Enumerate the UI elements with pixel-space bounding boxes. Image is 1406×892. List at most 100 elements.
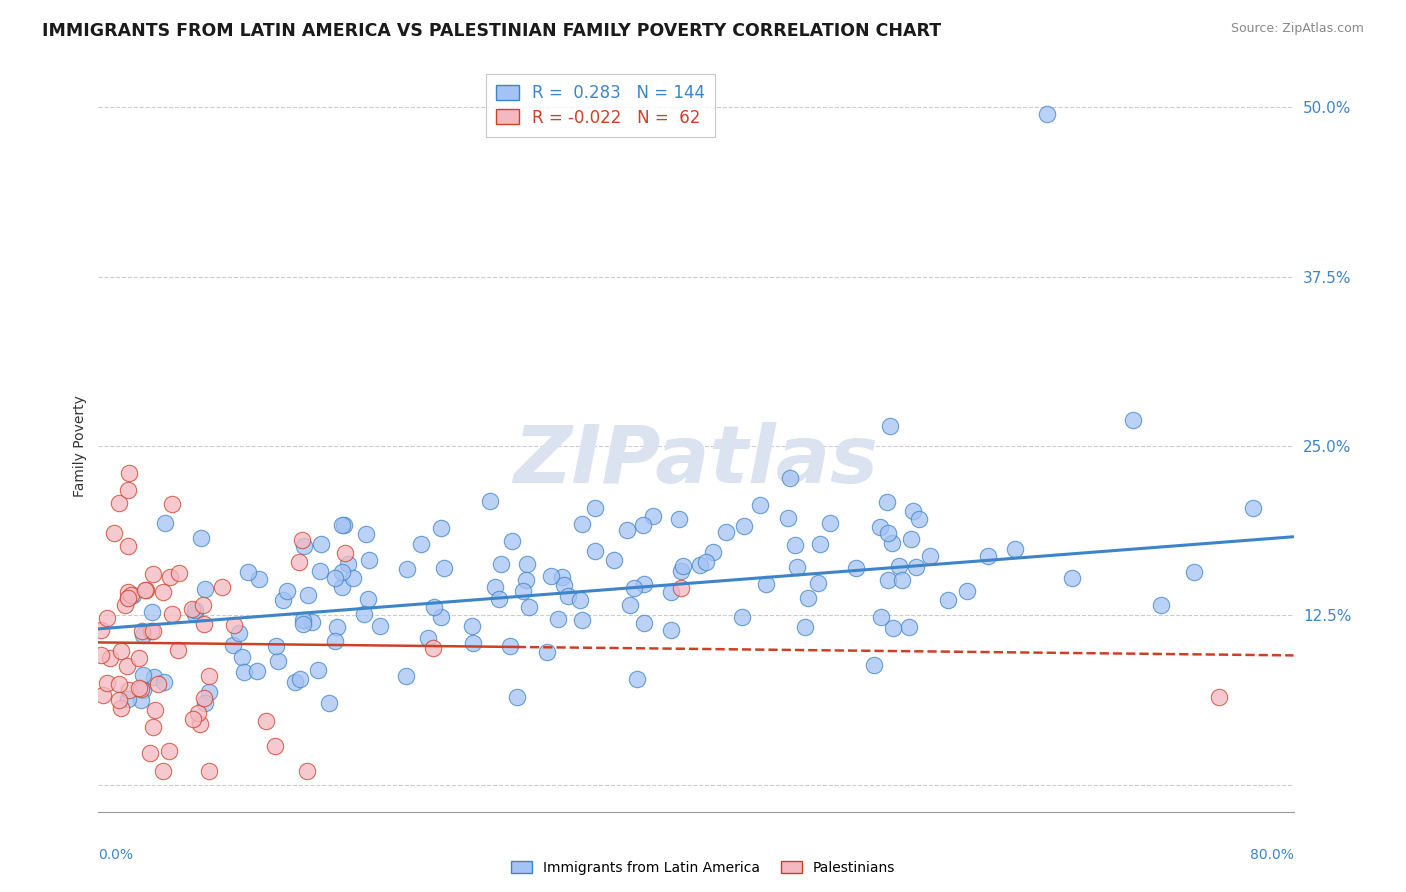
Point [460, 619, 482, 633]
Point [547, 611, 569, 625]
Point [159, 570, 181, 584]
Point [193, 690, 215, 705]
Point [90, 648, 112, 662]
Text: Source: ZipAtlas.com: Source: ZipAtlas.com [1230, 22, 1364, 36]
Point [187, 706, 209, 721]
Point [194, 697, 217, 711]
Point [540, 568, 562, 582]
Point [183, 607, 205, 621]
Point [117, 692, 139, 706]
Point [672, 558, 695, 573]
Point [287, 555, 309, 569]
Point [422, 640, 444, 655]
Point [288, 673, 311, 687]
Point [695, 555, 717, 569]
Point [748, 498, 770, 512]
Point [103, 526, 125, 541]
Point [488, 592, 510, 607]
Point [117, 591, 139, 606]
Point [702, 545, 724, 559]
Point [146, 676, 169, 690]
Point [333, 517, 356, 532]
Point [423, 600, 446, 615]
Point [246, 664, 269, 678]
Point [307, 663, 329, 677]
Point [139, 746, 162, 760]
Point [603, 552, 626, 566]
Point [142, 624, 165, 639]
Point [901, 504, 924, 518]
Point [783, 538, 806, 552]
Point [142, 720, 165, 734]
Point [276, 583, 298, 598]
Point [211, 580, 233, 594]
Text: 80.0%: 80.0% [1250, 848, 1294, 863]
Point [845, 561, 868, 575]
Point [198, 764, 221, 778]
Point [264, 640, 287, 654]
Point [1149, 599, 1171, 613]
Point [292, 613, 315, 627]
Point [297, 588, 319, 602]
Point [232, 665, 254, 679]
Point [309, 564, 332, 578]
Point [120, 588, 142, 602]
Point [157, 744, 180, 758]
Point [326, 620, 349, 634]
Point [309, 536, 332, 550]
Point [669, 564, 692, 578]
Text: ZIPatlas: ZIPatlas [513, 422, 879, 500]
Point [197, 685, 219, 699]
Point [891, 574, 914, 588]
Point [117, 539, 139, 553]
Point [231, 649, 253, 664]
Point [139, 624, 162, 639]
Point [797, 591, 820, 605]
Point [134, 582, 156, 597]
Point [132, 628, 155, 642]
Point [290, 533, 312, 547]
Point [786, 560, 808, 574]
Point [778, 510, 800, 524]
Point [430, 521, 453, 535]
Text: 0.0%: 0.0% [98, 848, 134, 863]
Point [862, 658, 884, 673]
Point [489, 557, 512, 571]
Point [118, 683, 141, 698]
Point [122, 588, 145, 602]
Point [188, 717, 211, 731]
Point [882, 621, 904, 635]
Point [478, 494, 501, 508]
Point [396, 562, 419, 576]
Point [1208, 690, 1230, 704]
Point [807, 575, 830, 590]
Point [887, 558, 910, 573]
Point [551, 570, 574, 584]
Point [553, 577, 575, 591]
Point [354, 526, 377, 541]
Point [118, 466, 141, 480]
Point [879, 418, 901, 433]
Point [669, 581, 692, 595]
Point [515, 574, 537, 588]
Point [977, 549, 1000, 564]
Point [318, 697, 340, 711]
Point [583, 544, 606, 558]
Point [131, 624, 153, 639]
Point [1004, 541, 1026, 556]
Point [166, 642, 188, 657]
Point [430, 610, 453, 624]
Point [190, 531, 212, 545]
Point [152, 585, 174, 599]
Point [194, 582, 217, 596]
Point [301, 615, 323, 629]
Point [668, 512, 690, 526]
Point [907, 512, 929, 526]
Point [716, 524, 738, 539]
Point [659, 585, 682, 599]
Point [342, 571, 364, 585]
Point [323, 633, 346, 648]
Point [271, 592, 294, 607]
Point [128, 681, 150, 695]
Point [409, 536, 432, 550]
